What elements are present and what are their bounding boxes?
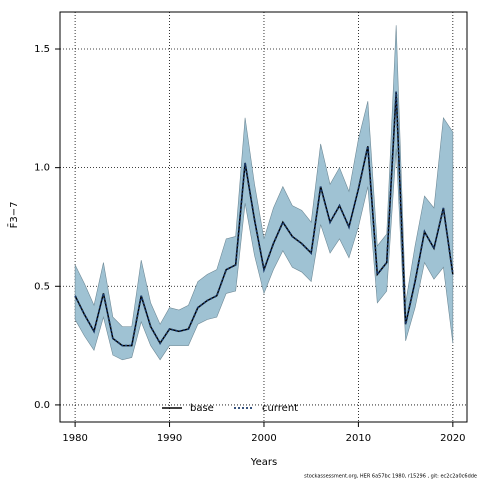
x-tick-label: 1980 [62,433,87,444]
x-axis-label: Years [250,457,277,468]
x-tick-label: 2000 [251,433,276,444]
y-tick-label: 0.0 [34,400,50,411]
confidence-band [74,25,454,361]
legend-label: current [262,403,298,414]
plot-frame [59,11,468,423]
y-tick-label: 0.5 [34,281,50,292]
x-tick-label: 2010 [346,433,371,444]
y-tick-label: 1.5 [34,44,50,55]
x-tick-label: 2020 [440,433,465,444]
x-tick-label: 1990 [157,433,182,444]
y-tick-label: 1.0 [34,163,50,174]
legend-label: base [190,403,214,414]
line-current [74,91,454,347]
caption: stockassessment.org, HER 6a57bc 1980, r1… [304,474,477,480]
y-axis-label: F̄3−7 [7,202,20,229]
